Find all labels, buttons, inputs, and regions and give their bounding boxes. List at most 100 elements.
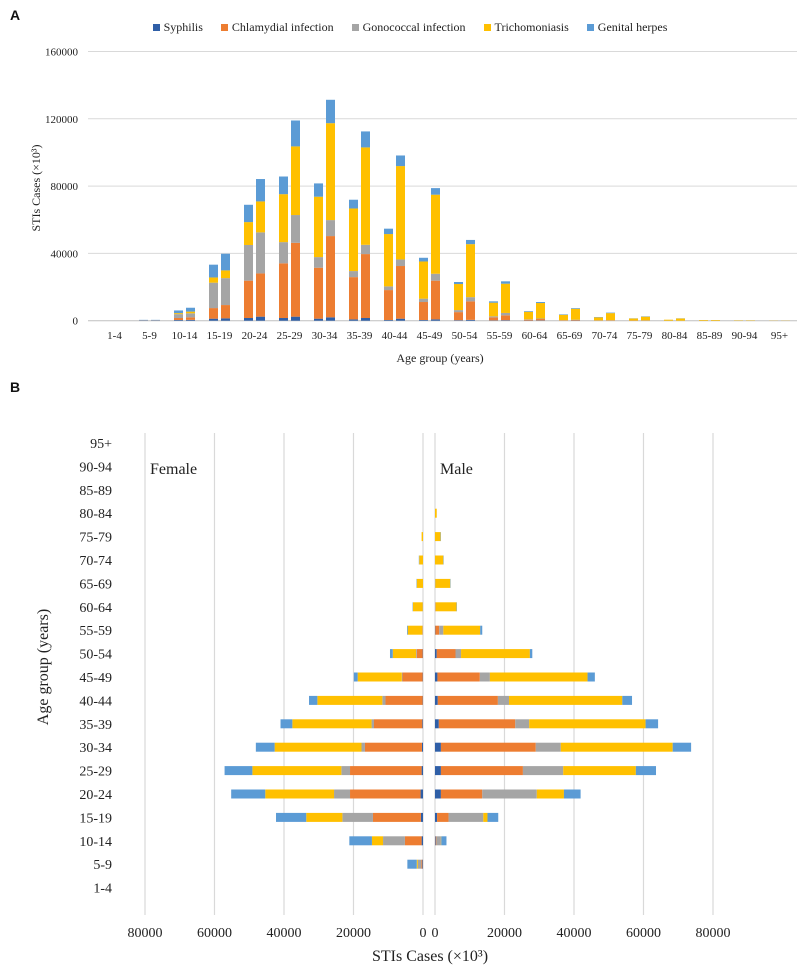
- x-tick-label: 45-49: [417, 330, 443, 342]
- female-bar-segment: [334, 789, 351, 799]
- bar-segment: [384, 290, 393, 321]
- female-bar-segment: [416, 649, 417, 659]
- female-bar-segment: [265, 789, 335, 799]
- x-tick-label: 40000: [557, 926, 592, 941]
- bar-segment: [501, 320, 510, 321]
- bar-segment: [559, 314, 568, 315]
- bar-segment: [466, 297, 475, 302]
- bar-segment: [571, 320, 580, 321]
- male-bar-segment: [635, 766, 657, 776]
- x-tick-label: 80-84: [662, 330, 688, 342]
- female-bar-segment: [350, 766, 422, 776]
- bar-segment: [174, 310, 183, 314]
- female-bar-segment: [342, 812, 373, 822]
- female-bar-segment: [404, 836, 422, 846]
- male-bar-segment: [435, 766, 441, 776]
- y-tick-label: 60-64: [79, 601, 112, 616]
- male-bar-segment: [440, 742, 536, 752]
- bar-segment: [256, 179, 265, 202]
- female-bar-segment: [364, 742, 422, 752]
- male-bar-segment: [497, 695, 510, 705]
- male-bar-segment: [522, 766, 564, 776]
- male-bar-segment: [448, 812, 484, 822]
- male-bar-segment: [435, 836, 437, 846]
- x-tick-label: 35-39: [347, 330, 373, 342]
- bar-segment: [291, 242, 300, 317]
- male-bar-segment: [483, 812, 488, 822]
- bar-segment: [606, 313, 615, 321]
- male-bar-segment: [437, 812, 449, 822]
- female-bar-segment: [252, 766, 342, 776]
- bar-segment: [699, 320, 708, 321]
- female-bar-segment: [392, 649, 417, 659]
- male-bar-segment: [441, 836, 447, 846]
- female-label: Female: [150, 461, 197, 478]
- bar-segment: [361, 254, 370, 319]
- female-bar-segment: [422, 859, 423, 869]
- female-bar-segment: [421, 532, 423, 542]
- bar-segment: [326, 220, 335, 237]
- bar-segment: [454, 312, 463, 321]
- bar-segment: [221, 270, 230, 279]
- bar-segment: [209, 277, 218, 283]
- female-bar-segment: [419, 555, 423, 565]
- y-tick-label: 15-19: [79, 811, 112, 826]
- legend-item: Gonococcal infection: [351, 20, 466, 35]
- bar-segment: [489, 302, 498, 317]
- y-tick-label: 80000: [51, 181, 79, 193]
- male-bar-segment: [672, 742, 692, 752]
- female-bar-segment: [306, 812, 343, 822]
- male-bar-segment: [461, 649, 530, 659]
- female-bar-segment: [276, 812, 307, 822]
- male-bar-segment: [435, 789, 441, 799]
- y-tick-label: 120000: [45, 114, 79, 126]
- bar-segment: [501, 283, 510, 313]
- bar-segment: [209, 308, 218, 319]
- bar-segment: [489, 301, 498, 303]
- y-tick-label: 30-34: [79, 741, 112, 756]
- panel-b-bars: [224, 508, 692, 869]
- bar-segment: [594, 317, 603, 321]
- bar-segment: [524, 311, 533, 312]
- female-bar-segment: [341, 766, 351, 776]
- x-tick-label: 65-69: [557, 330, 583, 342]
- panel-a-label: A: [10, 7, 20, 23]
- bar-segment: [396, 155, 405, 167]
- bar-segment: [256, 232, 265, 274]
- female-bar-segment: [407, 625, 408, 635]
- bar-segment: [256, 316, 265, 321]
- bar-segment: [186, 311, 195, 314]
- male-bar-segment: [435, 532, 441, 542]
- x-tick-label: 80000: [128, 926, 163, 941]
- bar-segment: [349, 271, 358, 278]
- x-tick-label: 90-94: [732, 330, 758, 342]
- bar-segment: [454, 284, 463, 311]
- legend-label: Syphilis: [163, 20, 203, 34]
- bar-segment: [279, 263, 288, 319]
- male-bar-segment: [439, 625, 444, 635]
- panel-b-ticks: 80000 60000 40000 20000 0 0 20000 40000 60000 800…: [79, 437, 730, 941]
- x-tick-label: 70-74: [592, 330, 618, 342]
- bar-segment: [489, 316, 498, 318]
- bar-segment: [349, 319, 358, 321]
- female-bar-segment: [374, 719, 423, 729]
- panel-a-x-axis-title: Age group (years): [396, 351, 483, 365]
- bar-segment: [221, 253, 230, 271]
- bar-segment: [641, 316, 650, 321]
- bar-segment: [396, 318, 405, 321]
- bar-segment: [466, 319, 475, 321]
- bar-segment: [559, 314, 568, 321]
- bar-segment: [454, 282, 463, 285]
- bar-segment: [221, 305, 230, 319]
- female-bar-segment: [280, 719, 293, 729]
- y-tick-label: 40-44: [79, 694, 112, 709]
- legend-item: Syphilis: [152, 20, 203, 35]
- male-label: Male: [440, 461, 473, 478]
- female-bar-segment: [416, 859, 418, 869]
- x-tick-label: 50-54: [452, 330, 478, 342]
- male-bar-segment: [489, 672, 588, 682]
- bar-segment: [279, 242, 288, 264]
- bar-segment: [431, 273, 440, 281]
- bar-segment: [629, 318, 638, 321]
- bar-segment: [349, 199, 358, 209]
